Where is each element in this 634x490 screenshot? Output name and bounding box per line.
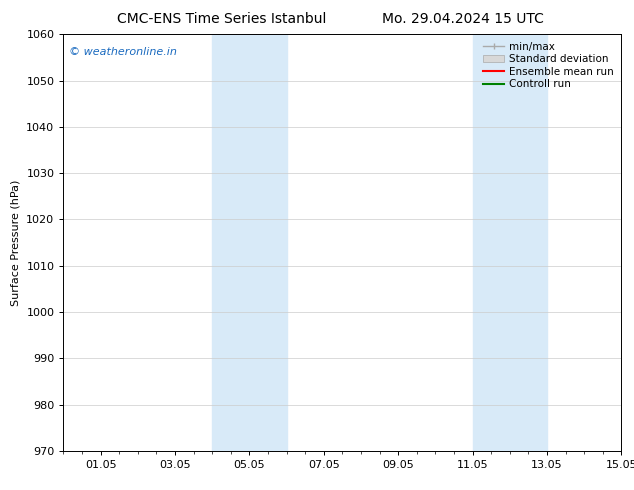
Text: CMC-ENS Time Series Istanbul: CMC-ENS Time Series Istanbul	[117, 12, 327, 26]
Y-axis label: Surface Pressure (hPa): Surface Pressure (hPa)	[11, 179, 21, 306]
Text: © weatheronline.in: © weatheronline.in	[69, 47, 177, 57]
Text: Mo. 29.04.2024 15 UTC: Mo. 29.04.2024 15 UTC	[382, 12, 544, 26]
Legend: min/max, Standard deviation, Ensemble mean run, Controll run: min/max, Standard deviation, Ensemble me…	[481, 40, 616, 92]
Bar	[472, 34, 547, 451]
Bar	[212, 34, 287, 451]
